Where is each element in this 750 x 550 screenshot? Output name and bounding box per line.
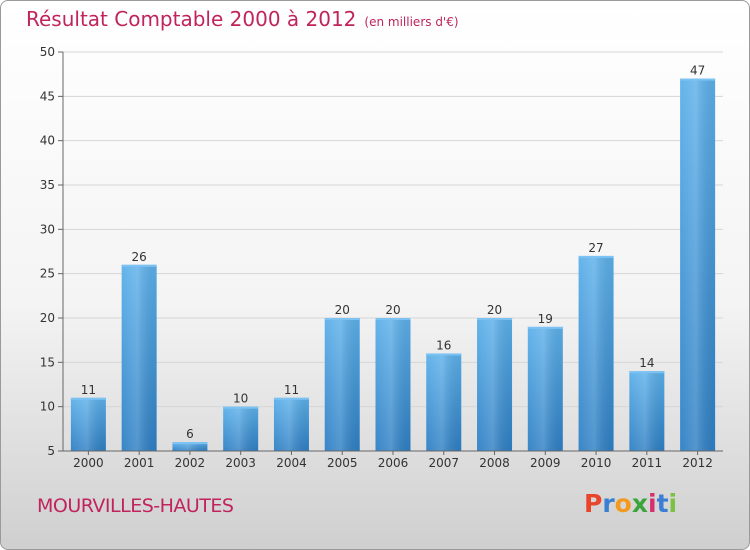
bar-top-edge xyxy=(121,264,157,267)
bar-top-edge xyxy=(324,318,360,320)
bar-top-edge xyxy=(527,326,563,329)
bar-shine xyxy=(172,442,208,451)
y-tick-label: 40 xyxy=(40,134,55,148)
x-tick-label: 2002 xyxy=(175,456,206,470)
logo-letter: t xyxy=(656,489,669,518)
x-tick-label: 2009 xyxy=(530,456,561,470)
x-tick-label: 2000 xyxy=(73,456,104,470)
logo-letter: i xyxy=(648,489,657,518)
bars-layer: 11 26 6 10 11 20 20 16 20 19 27 14 47 xyxy=(70,64,716,451)
data-label: 20 xyxy=(385,303,400,317)
bar-top-edge xyxy=(70,397,106,400)
bar-shine xyxy=(426,353,462,451)
y-tick-label: 45 xyxy=(40,89,55,103)
x-tick-label: 2004 xyxy=(276,456,307,470)
data-label: 10 xyxy=(233,392,248,406)
town-name: MOURVILLES-HAUTES xyxy=(37,495,234,517)
logo-letter: i xyxy=(668,489,678,518)
x-tick-label: 2006 xyxy=(378,456,409,470)
x-tick-label: 2012 xyxy=(682,456,713,470)
bar-top-edge xyxy=(578,255,614,258)
bar-top-edge xyxy=(426,353,462,356)
y-tick-label: 30 xyxy=(40,222,55,236)
logo-letter: o xyxy=(614,489,632,518)
x-tick-label: 2011 xyxy=(632,456,663,470)
bar-top-edge xyxy=(375,318,411,320)
bar-shine xyxy=(273,397,309,451)
bar-top-edge xyxy=(273,397,309,400)
data-label: 14 xyxy=(639,356,654,370)
bar-shine xyxy=(680,78,716,451)
bar-shine xyxy=(70,397,106,451)
data-label: 26 xyxy=(132,250,147,264)
bar-top-edge xyxy=(223,406,259,409)
y-tick-label: 50 xyxy=(40,45,55,59)
x-tick-label: 2001 xyxy=(124,456,155,470)
bar-shine xyxy=(121,264,157,451)
bar-top-edge xyxy=(172,442,208,445)
y-tick-label: 20 xyxy=(40,311,55,325)
data-label: 6 xyxy=(186,427,194,441)
bar-shine xyxy=(223,406,259,451)
x-tick-label: 2007 xyxy=(428,456,459,470)
data-label: 11 xyxy=(284,383,299,397)
chart-title-main: Résultat Comptable 2000 à 2012 xyxy=(26,7,357,31)
data-label: 19 xyxy=(538,312,553,326)
proxiti-logo: Proxiti xyxy=(584,489,677,518)
y-tick-label: 25 xyxy=(40,267,55,281)
data-label: 20 xyxy=(487,303,502,317)
y-tick-label: 15 xyxy=(40,355,55,369)
bar-shine xyxy=(629,371,665,451)
bar-top-edge xyxy=(477,318,513,320)
bar-top-edge xyxy=(680,78,716,81)
logo-letter: r xyxy=(602,489,615,518)
data-label: 47 xyxy=(690,64,705,78)
y-tick-label: 35 xyxy=(40,178,55,192)
data-label: 27 xyxy=(588,241,603,255)
logo-letter: x xyxy=(631,489,648,518)
x-tick-label: 2008 xyxy=(479,456,510,470)
bar-shine xyxy=(375,318,411,451)
bar-top-edge xyxy=(629,371,665,374)
x-tick-label: 2010 xyxy=(581,456,612,470)
y-tick-label: 5 xyxy=(47,444,55,458)
axis-layer: 5 10 15 20 25 30 35 40 45 50 2000 2001 2002 2003 2004 2… xyxy=(40,45,723,470)
x-tick-label: 2005 xyxy=(327,456,358,470)
chart-title-unit: (en milliers d'€) xyxy=(364,15,459,29)
bar-shine xyxy=(578,255,614,451)
data-label: 20 xyxy=(335,303,350,317)
x-tick-label: 2003 xyxy=(225,456,256,470)
logo-letter: P xyxy=(584,489,603,518)
bar-shine xyxy=(477,318,513,451)
bar-shine xyxy=(527,326,563,451)
bar-shine xyxy=(324,318,360,451)
y-tick-label: 10 xyxy=(40,400,55,414)
data-label: 16 xyxy=(436,338,451,352)
chart-title: Résultat Comptable 2000 à 2012 (en millie… xyxy=(26,7,459,31)
data-label: 11 xyxy=(81,383,96,397)
